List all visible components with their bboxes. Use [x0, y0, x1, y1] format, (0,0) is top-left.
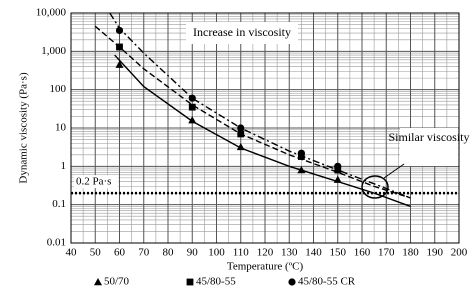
marker: [334, 166, 342, 174]
x-tick-label: 80: [163, 247, 175, 259]
legend-label: 45/80-55 CR: [298, 276, 356, 288]
x-tick-label: 140: [305, 247, 322, 259]
legend-marker: [288, 278, 296, 286]
marker: [297, 166, 306, 174]
y-tick-label: 100: [50, 83, 67, 95]
marker: [237, 124, 245, 132]
x-tick-label: 180: [402, 247, 419, 259]
marker: [333, 175, 342, 183]
y-tick-label: 10: [55, 122, 67, 134]
marker: [236, 142, 245, 151]
marker: [237, 130, 245, 138]
y-tick-label: 0.1: [52, 198, 66, 210]
x-tick-label: 130: [281, 247, 298, 259]
marker: [188, 116, 197, 124]
y-tick-label: 1,000: [41, 45, 66, 57]
reference-label: 0.2 Pa·s: [76, 176, 111, 188]
x-tick-label: 60: [114, 247, 126, 259]
x-tick-label: 50: [90, 247, 102, 259]
marker: [297, 149, 305, 157]
y-axis-title: Dynamic viscosity (Pa·s): [18, 72, 30, 184]
x-tick-label: 160: [354, 247, 371, 259]
annotation: Increase in viscosity: [193, 25, 291, 39]
legend: 50/70 45/80-55 45/80-55 CR: [94, 276, 356, 288]
marker: [116, 43, 123, 51]
reference-label-box: [74, 175, 118, 189]
marker: [334, 162, 342, 170]
marker: [115, 60, 124, 68]
x-tick-label: 110: [233, 247, 250, 259]
x-tick-label: 90: [187, 247, 199, 259]
x-tick-label: 70: [138, 247, 150, 259]
x-axis-title: Temperature (ºC): [227, 261, 304, 273]
x-tick-label: 120: [257, 247, 274, 259]
x-tick-label: 170: [378, 247, 395, 259]
y-tick-label: 0.01: [47, 237, 66, 249]
legend-marker: [94, 278, 102, 286]
plot-frame: [70, 12, 460, 244]
fit-curve: [114, 54, 411, 208]
annotation-box: [186, 22, 298, 44]
points: [115, 26, 342, 183]
marker: [115, 26, 124, 35]
x-tick-label: 40: [66, 247, 78, 259]
x-tick-label: 150: [330, 247, 347, 259]
legend-marker: [186, 278, 194, 286]
y-tick-label: 10,000: [36, 7, 67, 19]
highlight-ellipse: [361, 175, 389, 199]
y-tick-label: 1: [61, 160, 67, 172]
annotation-box: [400, 128, 458, 166]
x-tick-label: 200: [451, 247, 468, 259]
x-tick-label: 100: [208, 247, 225, 259]
annotation: Similar viscosity: [389, 130, 470, 144]
marker: [188, 103, 196, 111]
marker: [188, 94, 196, 102]
legend-label: 50/70: [104, 276, 130, 288]
callout-line: [383, 163, 405, 179]
x-tick-label: 190: [427, 247, 444, 259]
legend-label: 45/80-55: [196, 276, 236, 288]
